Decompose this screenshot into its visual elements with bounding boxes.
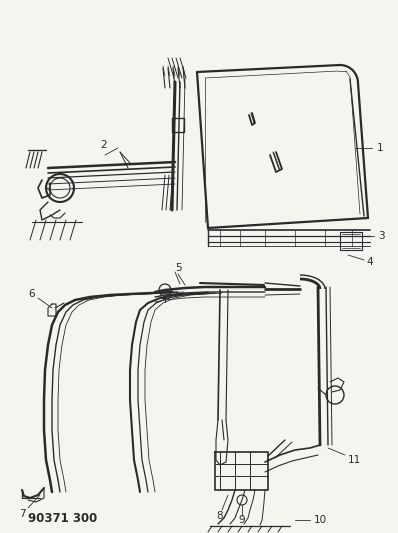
Text: 5: 5	[175, 263, 181, 273]
Text: 2: 2	[101, 140, 107, 150]
Text: 4: 4	[367, 257, 373, 267]
Text: 3: 3	[378, 231, 384, 241]
Text: 11: 11	[347, 455, 361, 465]
Text: 1: 1	[377, 143, 383, 153]
Text: 7: 7	[19, 509, 25, 519]
Text: 10: 10	[314, 515, 327, 525]
Text: 90371 300: 90371 300	[28, 512, 97, 524]
Text: 6: 6	[29, 289, 35, 299]
Text: 8: 8	[217, 511, 223, 521]
Text: 9: 9	[239, 515, 245, 525]
